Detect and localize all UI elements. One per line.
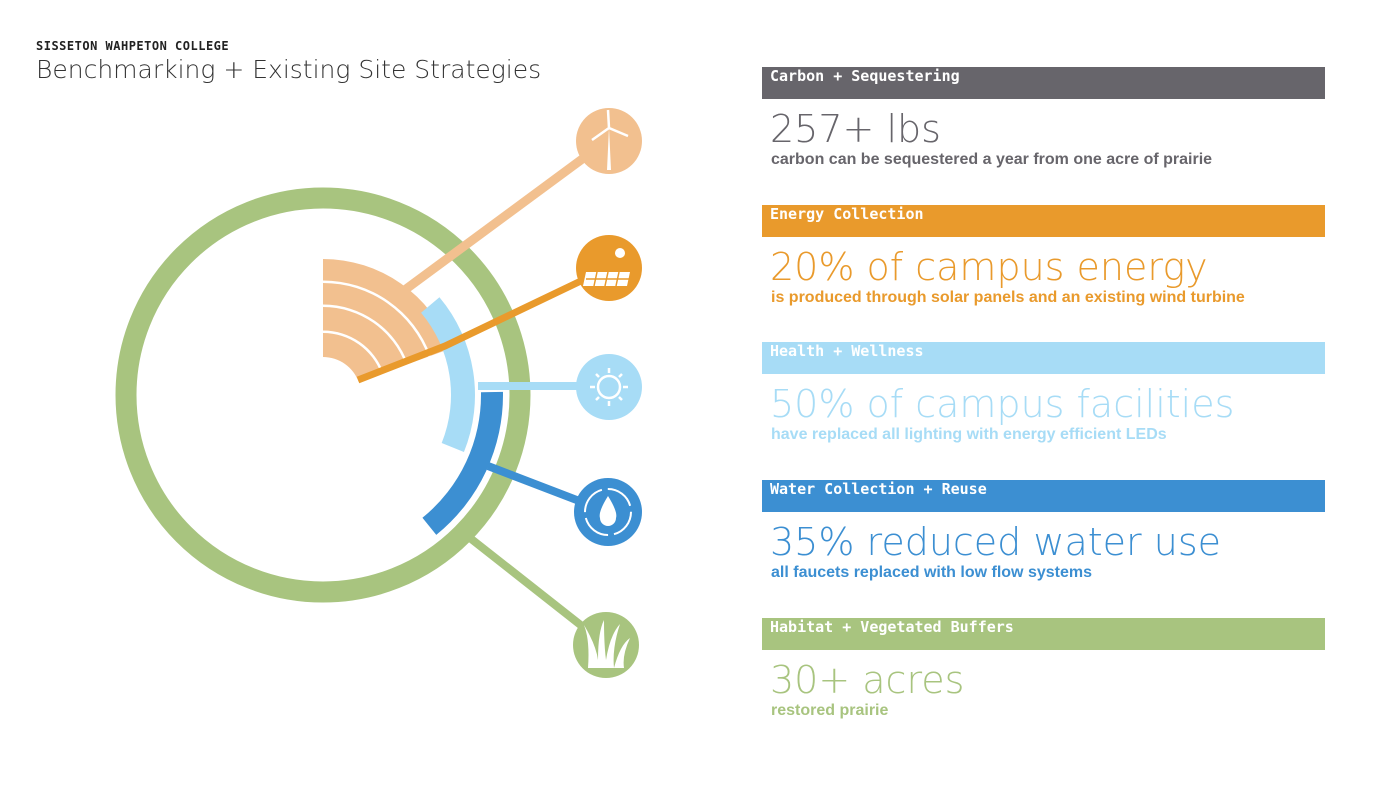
carbon-wedge-divider <box>323 304 409 365</box>
organization-label: SISSETON WAHPETON COLLEGE <box>36 39 230 53</box>
panel-header: Health + Wellness <box>762 342 1325 374</box>
panel-value: 20% of campus energy <box>770 245 1208 289</box>
panel-detail: carbon can be sequestered a year from on… <box>771 151 1213 168</box>
panel-2: Health + Wellness 50% of campus faciliti… <box>762 342 1325 444</box>
habitat-ring <box>115 187 531 603</box>
wind-turbine-icon <box>576 108 642 174</box>
panel-3: Water Collection + Reuse 35% reduced wat… <box>762 480 1325 582</box>
sun-icon <box>576 354 642 420</box>
wind-connector <box>399 136 611 296</box>
panel-1: Energy Collection 20% of campus energy i… <box>762 205 1325 307</box>
carbon-wedge-divider <box>323 280 431 357</box>
panel-value: 50% of campus facilities <box>770 382 1235 426</box>
panel-4: Habitat + Vegetated Buffers 30+ acres re… <box>762 618 1325 720</box>
panel-detail: all faucets replaced with low flow syste… <box>771 564 1092 581</box>
health-arc <box>421 297 475 452</box>
strategy-diagram <box>115 108 642 678</box>
panel-detail: is produced through solar panels and an … <box>771 289 1245 306</box>
panel-header: Energy Collection <box>762 205 1325 237</box>
carbon-wedge <box>323 259 451 383</box>
grass-icon <box>573 612 639 678</box>
panel-value: 30+ acres <box>770 658 965 702</box>
panel-detail: restored prairie <box>771 702 889 719</box>
panel-0: Carbon + Sequestering 257+ lbs carbon ca… <box>762 67 1325 169</box>
panel-header: Carbon + Sequestering <box>762 67 1325 99</box>
panel-value: 35% reduced water use <box>770 520 1221 564</box>
page-title: Benchmarking + Existing Site Strategies <box>36 55 542 84</box>
panel-header: Water Collection + Reuse <box>762 480 1325 512</box>
solar-connector <box>356 264 610 384</box>
panel-detail: have replaced all lighting with energy e… <box>771 426 1167 443</box>
water-arc <box>422 391 503 535</box>
water-recycle-icon <box>574 478 642 546</box>
panel-value: 257+ lbs <box>770 107 941 151</box>
solar-panel-icon <box>576 235 642 301</box>
panel-header: Habitat + Vegetated Buffers <box>762 618 1325 650</box>
carbon-wedge-divider <box>323 330 384 374</box>
